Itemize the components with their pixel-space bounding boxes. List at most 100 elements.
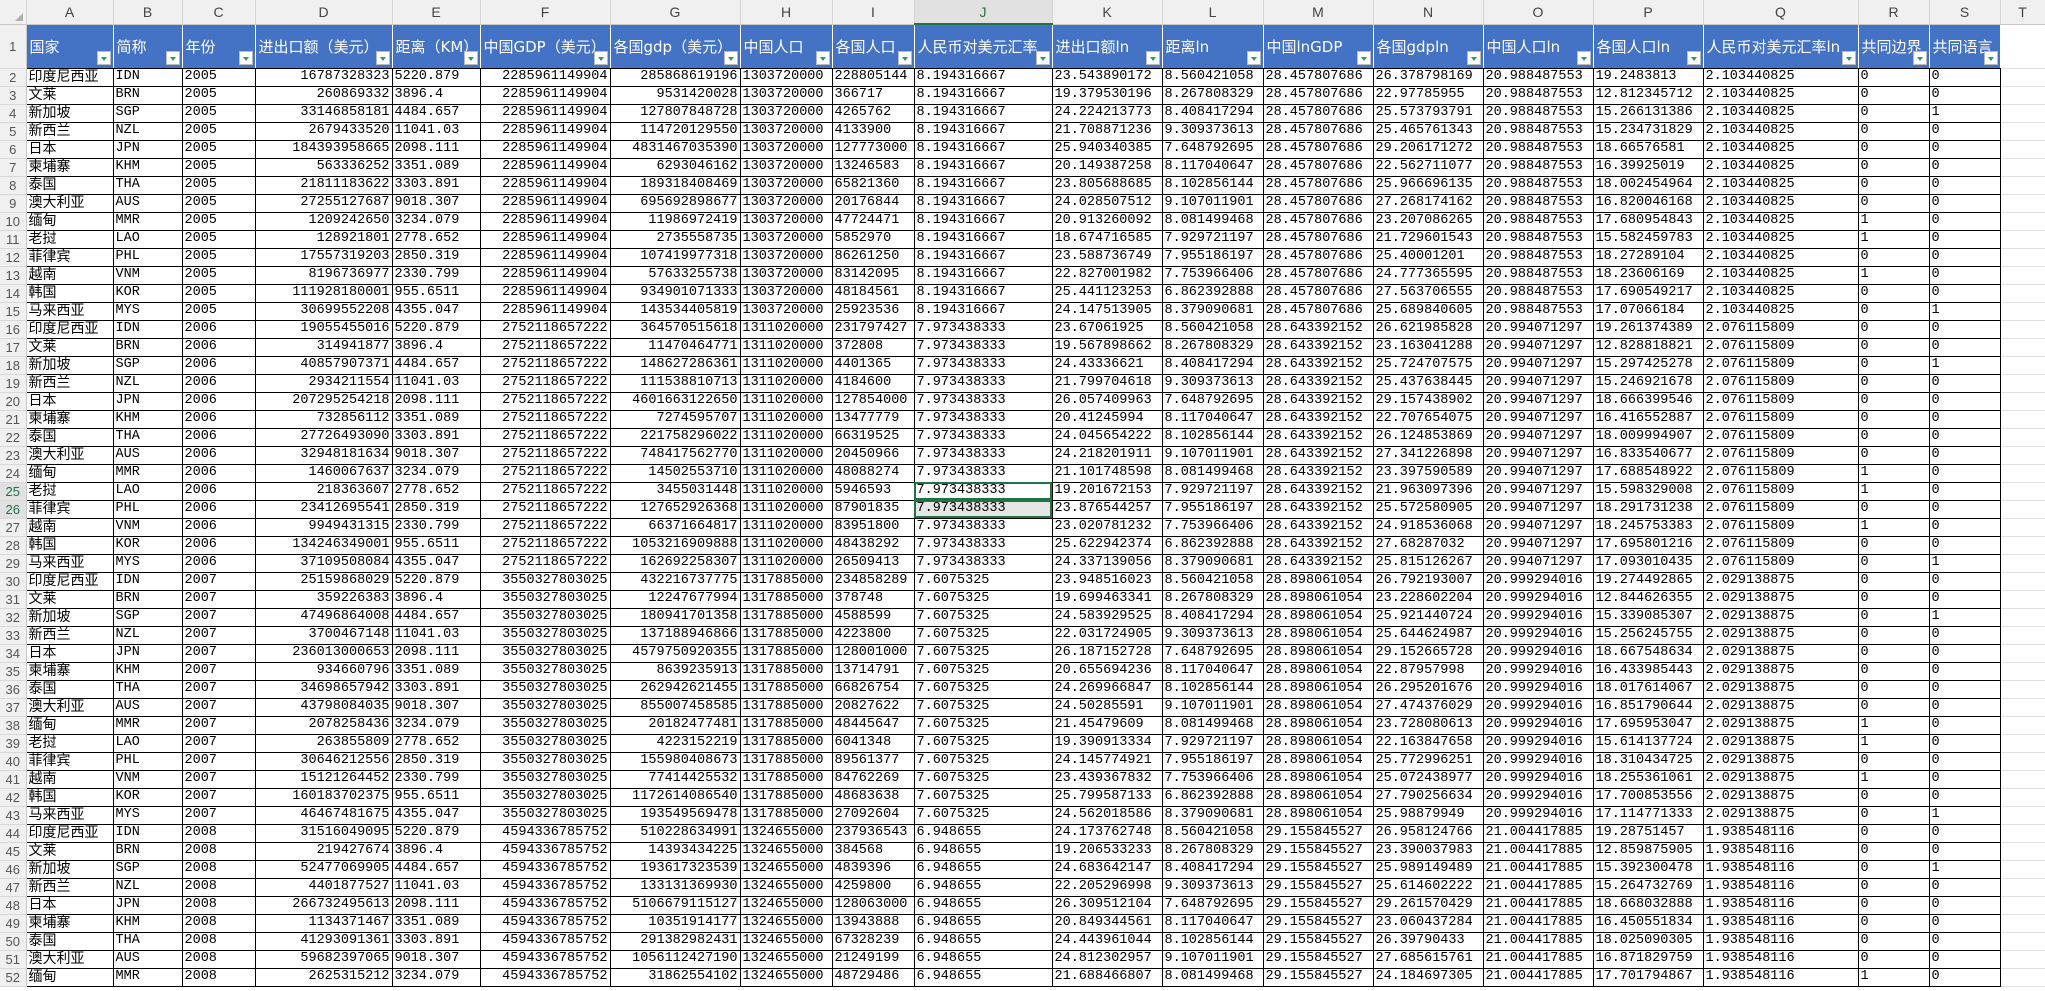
- cell-g7[interactable]: 6293046162: [609, 157, 741, 177]
- cell-p11[interactable]: 15.582459783: [1592, 229, 1704, 249]
- cell-g15[interactable]: 143534405819: [609, 301, 741, 321]
- row-header[interactable]: 16: [0, 320, 27, 339]
- cell-d40[interactable]: 30646212556: [254, 751, 393, 771]
- cell-c52[interactable]: 2008: [181, 967, 256, 987]
- cell-n41[interactable]: 25.072438977: [1372, 769, 1484, 789]
- cell-o14[interactable]: 20.988487553: [1482, 283, 1594, 303]
- cell-l31[interactable]: 8.267808329: [1161, 589, 1264, 609]
- cell-i15[interactable]: 25923536: [831, 301, 915, 321]
- cell-i50[interactable]: 67328239: [831, 931, 915, 951]
- cell-e23[interactable]: 9018.307: [391, 445, 481, 465]
- cell-d46[interactable]: 52477069905: [254, 859, 393, 879]
- cell-a49[interactable]: 柬埔寨: [25, 913, 114, 933]
- cell-h3[interactable]: 1303720000: [739, 85, 833, 105]
- cell-r31[interactable]: 0: [1857, 589, 1930, 609]
- cell-n15[interactable]: 25.689840605: [1372, 301, 1484, 321]
- cell-c4[interactable]: 2005: [181, 103, 256, 123]
- cell-r50[interactable]: 0: [1857, 931, 1930, 951]
- cell-n29[interactable]: 25.815126267: [1372, 553, 1484, 573]
- cell-q48[interactable]: 1.938548116: [1702, 895, 1859, 915]
- cell-q49[interactable]: 1.938548116: [1702, 913, 1859, 933]
- cell-f25[interactable]: 2752118657222: [479, 481, 611, 501]
- cell-n38[interactable]: 23.728080613: [1372, 715, 1484, 735]
- cell-q32[interactable]: 2.029138875: [1702, 607, 1859, 627]
- cell-n42[interactable]: 27.790256634: [1372, 787, 1484, 807]
- row-header[interactable]: 49: [0, 914, 27, 933]
- cell-p44[interactable]: 19.28751457: [1592, 823, 1704, 843]
- cell-i49[interactable]: 13943888: [831, 913, 915, 933]
- cell-e5[interactable]: 11041.03: [391, 121, 481, 141]
- select-all-button[interactable]: [0, 0, 27, 25]
- cell-e10[interactable]: 3234.079: [391, 211, 481, 231]
- cell-a23[interactable]: 澳大利亚: [25, 445, 114, 465]
- cell-k45[interactable]: 19.206533233: [1051, 841, 1163, 861]
- cell-c31[interactable]: 2007: [181, 589, 256, 609]
- cell-f34[interactable]: 3550327803025: [479, 643, 611, 663]
- cell-c3[interactable]: 2005: [181, 85, 256, 105]
- empty-cell[interactable]: [2000, 302, 2045, 321]
- cell-i31[interactable]: 378748: [831, 589, 915, 609]
- cell-i24[interactable]: 48088274: [831, 463, 915, 483]
- cell-d41[interactable]: 15121264452: [254, 769, 393, 789]
- cell-q19[interactable]: 2.076115809: [1702, 373, 1859, 393]
- cell-q31[interactable]: 2.029138875: [1702, 589, 1859, 609]
- cell-f3[interactable]: 2285961149904: [479, 85, 611, 105]
- cell-o51[interactable]: 21.004417885: [1482, 949, 1594, 969]
- cell-q9[interactable]: 2.103440825: [1702, 193, 1859, 213]
- cell-o36[interactable]: 20.999294016: [1482, 679, 1594, 699]
- cell-o49[interactable]: 21.004417885: [1482, 913, 1594, 933]
- cell-s7[interactable]: 0: [1928, 157, 2001, 177]
- cell-c38[interactable]: 2007: [181, 715, 256, 735]
- cell-l12[interactable]: 7.955186197: [1161, 247, 1264, 267]
- cell-n48[interactable]: 29.261570429: [1372, 895, 1484, 915]
- cell-q22[interactable]: 2.076115809: [1702, 427, 1859, 447]
- cell-k44[interactable]: 24.173762748: [1051, 823, 1163, 843]
- cell-l41[interactable]: 7.753966406: [1161, 769, 1264, 789]
- column-header-o[interactable]: O: [1483, 0, 1594, 25]
- cell-f24[interactable]: 2752118657222: [479, 463, 611, 483]
- cell-a24[interactable]: 缅甸: [25, 463, 114, 483]
- cell-g50[interactable]: 291382982431: [609, 931, 741, 951]
- empty-cell[interactable]: [2000, 950, 2045, 969]
- empty-cell[interactable]: [2000, 410, 2045, 429]
- empty-cell[interactable]: [2000, 716, 2045, 735]
- cell-f15[interactable]: 2285961149904: [479, 301, 611, 321]
- cell-e45[interactable]: 3896.4: [391, 841, 481, 861]
- column-title[interactable]: 进出口额（美元）: [254, 23, 393, 69]
- cell-c26[interactable]: 2006: [181, 499, 256, 519]
- column-header-h[interactable]: H: [740, 0, 833, 25]
- cell-k16[interactable]: 23.67061925: [1051, 319, 1163, 339]
- cell-p5[interactable]: 15.234731829: [1592, 121, 1704, 141]
- cell-l33[interactable]: 9.309373613: [1161, 625, 1264, 645]
- cell-q11[interactable]: 2.103440825: [1702, 229, 1859, 249]
- cell-q4[interactable]: 2.103440825: [1702, 103, 1859, 123]
- cell-r22[interactable]: 0: [1857, 427, 1930, 447]
- cell-d45[interactable]: 219427674: [254, 841, 393, 861]
- cell-f30[interactable]: 3550327803025: [479, 571, 611, 591]
- cell-d2[interactable]: 16787328323: [254, 67, 393, 87]
- cell-n5[interactable]: 25.465761343: [1372, 121, 1484, 141]
- cell-m7[interactable]: 28.457807686: [1262, 157, 1374, 177]
- cell-h47[interactable]: 1324655000: [739, 877, 833, 897]
- cell-s31[interactable]: 0: [1928, 589, 2001, 609]
- empty-cell[interactable]: [2000, 140, 2045, 159]
- cell-s2[interactable]: 0: [1928, 67, 2001, 87]
- row-header[interactable]: 35: [0, 662, 27, 681]
- cell-s42[interactable]: 0: [1928, 787, 2001, 807]
- cell-s37[interactable]: 0: [1928, 697, 2001, 717]
- cell-l15[interactable]: 8.379090681: [1161, 301, 1264, 321]
- cell-p18[interactable]: 15.297425278: [1592, 355, 1704, 375]
- cell-b7[interactable]: KHM: [112, 157, 183, 177]
- cell-b8[interactable]: THA: [112, 175, 183, 195]
- cell-d10[interactable]: 1209242650: [254, 211, 393, 231]
- cell-a46[interactable]: 新加坡: [25, 859, 114, 879]
- cell-s48[interactable]: 0: [1928, 895, 2001, 915]
- cell-n40[interactable]: 25.772996251: [1372, 751, 1484, 771]
- cell-i19[interactable]: 4184600: [831, 373, 915, 393]
- cell-p13[interactable]: 18.23606169: [1592, 265, 1704, 285]
- row-header[interactable]: 50: [0, 932, 27, 951]
- cell-c2[interactable]: 2005: [181, 67, 256, 87]
- cell-c46[interactable]: 2008: [181, 859, 256, 879]
- cell-j39[interactable]: 7.6075325: [913, 733, 1053, 753]
- cell-c24[interactable]: 2006: [181, 463, 256, 483]
